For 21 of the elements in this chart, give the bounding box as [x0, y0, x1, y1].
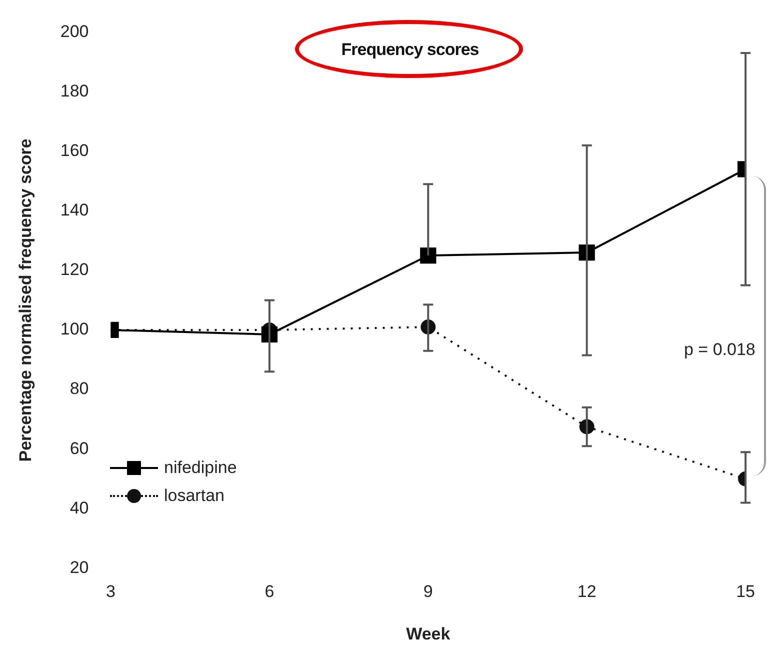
- annotation: p = 0.018: [684, 340, 756, 360]
- y-tick-label: 20: [70, 558, 89, 577]
- y-tick-label: 100: [60, 320, 89, 339]
- x-tick-label: 12: [577, 582, 596, 602]
- y-tick-label: 40: [70, 498, 89, 518]
- y-tick-label: 160: [60, 141, 89, 160]
- text: Frequency scores: [340, 40, 480, 60]
- y-tick-label: 200: [60, 22, 89, 41]
- y-tick-label: 180: [60, 81, 89, 100]
- y-tick-label: 140: [60, 200, 89, 220]
- legend-label: nifedipine: [164, 458, 237, 478]
- x-tick-label: 3: [106, 582, 116, 602]
- y-tick-label: 80: [70, 379, 89, 398]
- x-tick-label: 15: [736, 582, 756, 602]
- x-tick-label: 9: [423, 582, 433, 602]
- legend-label: losartan: [164, 486, 224, 506]
- x-tick-label: 6: [264, 582, 274, 602]
- y-tick-label: 60: [70, 438, 89, 458]
- y-tick-label: 120: [60, 260, 89, 280]
- x-axis-title: Week: [406, 624, 451, 644]
- y-axis-title: Percentage normalised frequency score: [16, 138, 35, 462]
